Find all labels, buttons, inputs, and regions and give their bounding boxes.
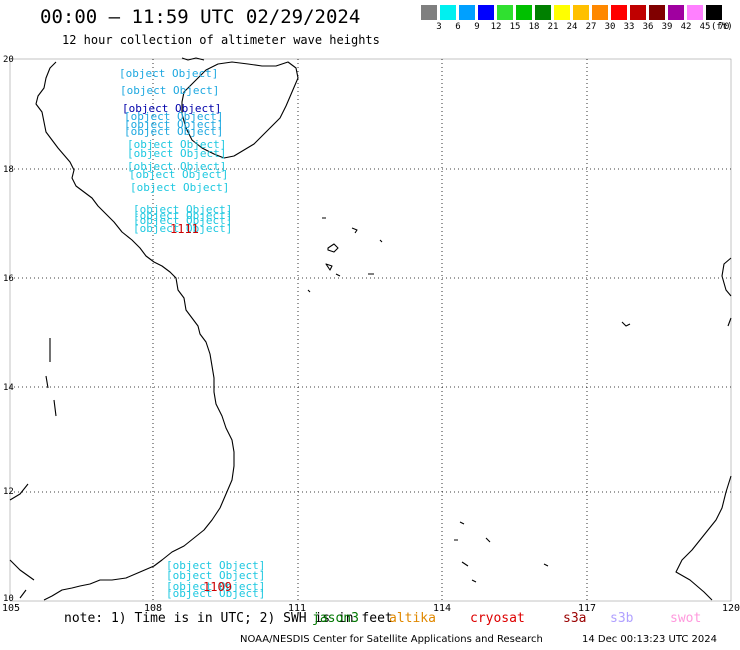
wave-height-value: [object Object]	[166, 587, 265, 600]
leizhou-peninsula	[181, 57, 205, 61]
satellite-s3b: s3b	[610, 611, 634, 626]
colorbar-label: 6	[455, 22, 461, 32]
wave-height-value: [object Object]	[127, 138, 226, 151]
wave-height-value: [object Object]	[124, 125, 223, 138]
wave-height-value: [object Object]	[124, 110, 223, 123]
colorbar-swatch	[459, 5, 475, 20]
wave-height-labels: [object Object] [object Object] [object …	[119, 67, 265, 600]
wave-height-value: [object Object]	[124, 118, 223, 131]
satellite-jason3: jason3	[312, 611, 359, 626]
colorbar-swatch	[649, 5, 665, 20]
colorbar-swatch	[592, 5, 608, 20]
wave-height-value: [object Object]	[127, 160, 226, 173]
colorbar-swatch	[535, 5, 551, 20]
lat-label: 12	[3, 487, 14, 497]
satellite-s3a: s3a	[563, 611, 587, 626]
colorbar-label: 3	[436, 22, 442, 32]
pass-number: 1109	[203, 580, 232, 594]
satellite-legend: jason3 altika cryosat s3a s3b swot	[0, 611, 740, 629]
wave-height-value: [object Object]	[129, 168, 228, 181]
hainan-island	[181, 61, 299, 159]
wave-height-value: [object Object]	[120, 84, 219, 97]
colorbar-unit: (ft)	[711, 22, 733, 32]
colorbar-label: 21	[547, 22, 559, 32]
colorbar-label: 27	[585, 22, 597, 32]
colorbar-label: 12	[490, 22, 502, 32]
colorbar-swatch	[516, 5, 532, 20]
lat-lon-grid	[10, 59, 731, 601]
map-subtitle: 12 hour collection of altimeter wave hei…	[62, 33, 380, 47]
colorbar-swatch	[478, 5, 494, 20]
lat-labels: 20 18 16 14 12 10	[3, 55, 14, 604]
lon-label: 120	[722, 603, 740, 614]
pass-number: 1111	[170, 222, 199, 236]
lon-label: 111	[288, 603, 306, 614]
satellite-cryosat: cryosat	[470, 611, 525, 626]
colorbar-label: 70	[718, 22, 730, 32]
vietnam-coast	[35, 61, 235, 601]
colorbar-label: 36	[642, 22, 654, 32]
paracel-islands	[307, 217, 383, 293]
generated-timestamp: 14 Dec 00:13:23 UTC 2024	[582, 634, 717, 645]
colorbar-swatch	[611, 5, 627, 20]
colorbar-label: 18	[528, 22, 540, 32]
philippines-coast	[675, 257, 732, 601]
colorbar-label: 45	[699, 22, 711, 32]
colorbar-swatch	[573, 5, 589, 20]
colorbar-label: 24	[566, 22, 578, 32]
lat-label: 20	[3, 55, 14, 65]
colorbar-label: 9	[474, 22, 480, 32]
colorbar-swatch	[440, 5, 456, 20]
spratly-fragments	[454, 321, 631, 583]
colorbar-swatch	[687, 5, 703, 20]
lon-label: 117	[578, 603, 596, 614]
wave-height-value: [object Object]	[133, 214, 232, 227]
wave-height-value: [object Object]	[133, 209, 232, 222]
colorbar-swatch	[421, 5, 437, 20]
lat-label: 14	[3, 383, 14, 393]
wave-height-value: [object Object]	[133, 203, 232, 216]
colorbar-swatch	[706, 5, 722, 20]
wave-height-value: [object Object]	[166, 559, 265, 572]
map-title: 00:00 – 11:59 UTC 02/29/2024	[40, 6, 361, 28]
colorbar-swatch	[630, 5, 646, 20]
map-frame	[9, 58, 732, 602]
wave-height-value: [object Object]	[119, 67, 218, 80]
gulf-of-thailand-coast	[9, 338, 57, 599]
lon-labels: 105 108 111 114 117 120	[2, 603, 740, 614]
wave-height-value: [object Object]	[166, 580, 265, 593]
wave-height-value: [object Object]	[130, 181, 229, 194]
colorbar-label: 42	[680, 22, 692, 32]
colorbar-label: 15	[509, 22, 521, 32]
colorbar-label: 30	[604, 22, 616, 32]
wave-height-value: [object Object]	[166, 569, 265, 582]
colorbar-swatch	[554, 5, 570, 20]
satellite-swot: swot	[670, 611, 702, 626]
lon-label: 108	[144, 603, 162, 614]
colorbar-swatch	[668, 5, 684, 20]
wave-height-value: [object Object]	[133, 222, 232, 235]
wave-height-value: [object Object]	[127, 147, 226, 160]
lat-label: 10	[3, 594, 14, 604]
credit-line: NOAA/NESDIS Center for Satellite Applica…	[240, 634, 543, 645]
colorbar-label: 33	[623, 22, 635, 32]
lat-label: 18	[3, 165, 14, 175]
lon-label: 105	[2, 603, 20, 614]
wave-height-value: [object Object]	[122, 102, 221, 115]
units-note: note: 1) Time is in UTC; 2) SWH is in fe…	[64, 611, 393, 626]
colorbar-label: 39	[661, 22, 673, 32]
pass-labels: 1111 1109	[170, 222, 232, 594]
colorbar-swatch	[497, 5, 513, 20]
coastline	[9, 57, 732, 601]
lon-label: 114	[433, 603, 451, 614]
lat-label: 16	[3, 274, 14, 284]
satellite-altika: altika	[389, 611, 436, 626]
